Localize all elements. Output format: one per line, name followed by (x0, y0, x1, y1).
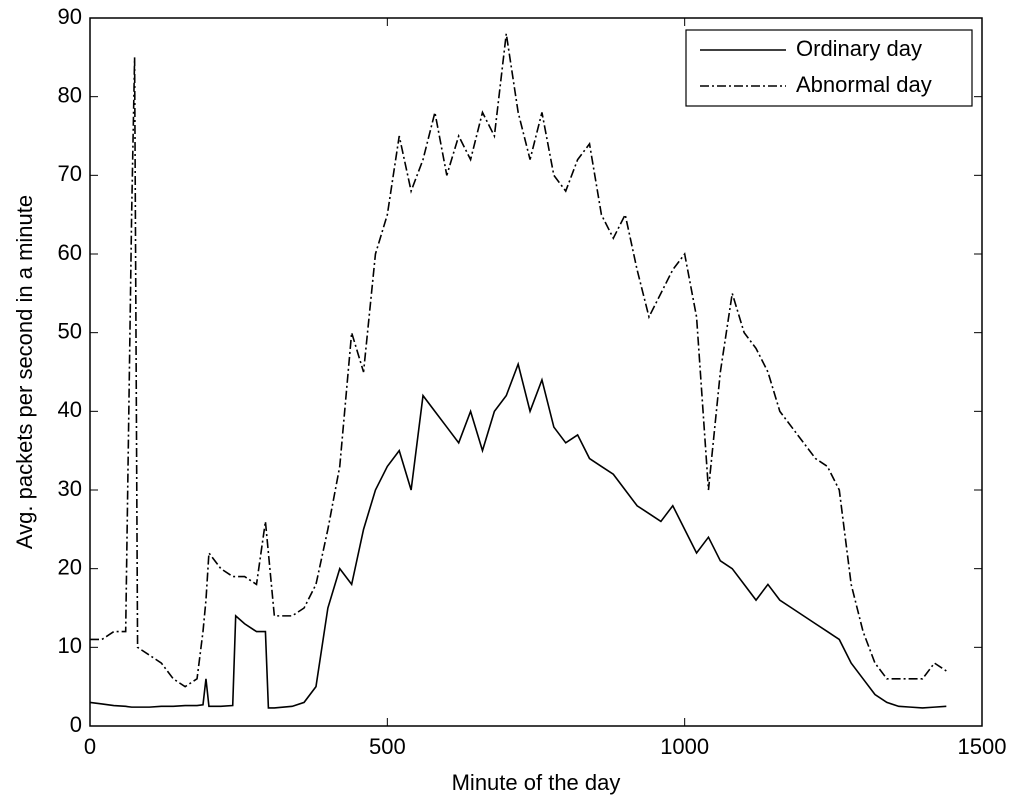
x-axis-label: Minute of the day (452, 770, 621, 795)
y-tick-label: 10 (58, 633, 82, 658)
x-tick-label: 500 (369, 734, 406, 759)
y-tick-label: 90 (58, 4, 82, 29)
y-tick-label: 60 (58, 240, 82, 265)
series-line (90, 33, 947, 688)
y-tick-label: 20 (58, 554, 82, 579)
y-axis-label: Avg. packets per second in a minute (12, 195, 37, 549)
x-tick-label: 1500 (958, 734, 1007, 759)
y-tick-label: 50 (58, 318, 82, 343)
y-tick-label: 0 (70, 712, 82, 737)
x-tick-label: 1000 (660, 734, 709, 759)
plot-frame (89, 17, 983, 727)
legend-label: Ordinary day (796, 36, 922, 61)
y-tick-label: 70 (58, 161, 82, 186)
series-line (89, 361, 947, 709)
y-tick-label: 40 (58, 397, 82, 422)
legend-label: Abnormal day (796, 72, 932, 97)
y-tick-label: 80 (58, 82, 82, 107)
x-tick-label: 0 (84, 734, 96, 759)
y-tick-label: 30 (58, 476, 82, 501)
legend-box (685, 29, 973, 107)
